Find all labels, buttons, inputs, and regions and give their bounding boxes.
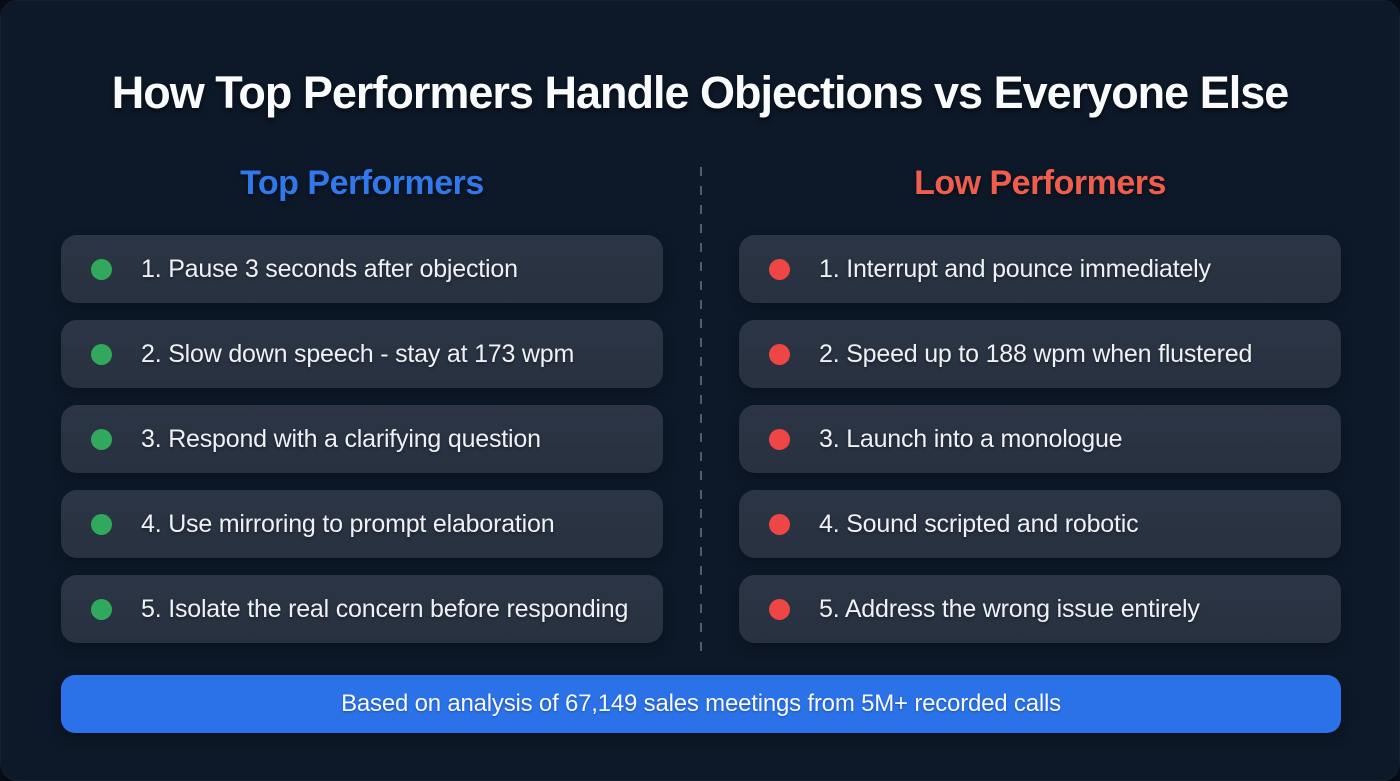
- red-dot-icon: [769, 428, 790, 450]
- top-performer-item-label: 4. Use mirroring to prompt elaboration: [141, 509, 555, 538]
- top-performer-item: 2. Slow down speech - stay at 173 wpm: [61, 320, 663, 388]
- top-performer-item: 3. Respond with a clarifying question: [61, 405, 663, 473]
- top-performers-header: Top Performers: [240, 164, 484, 202]
- low-performers-list: 1. Interrupt and pounce immediately 2. S…: [739, 235, 1341, 643]
- top-performer-item: 5. Isolate the real concern before respo…: [61, 575, 663, 643]
- low-performers-header: Low Performers: [914, 164, 1166, 202]
- red-dot-icon: [769, 513, 790, 535]
- low-performer-item-label: 3. Launch into a monologue: [819, 424, 1123, 453]
- green-dot-icon: [91, 258, 112, 280]
- source-banner-label: Based on analysis of 67,149 sales meetin…: [341, 690, 1061, 717]
- red-dot-icon: [769, 258, 790, 280]
- top-performer-item-label: 5. Isolate the real concern before respo…: [141, 594, 629, 623]
- top-performer-item-label: 1. Pause 3 seconds after objection: [141, 254, 518, 283]
- top-performer-item-label: 3. Respond with a clarifying question: [141, 424, 541, 453]
- green-dot-icon: [91, 343, 112, 365]
- red-dot-icon: [769, 598, 790, 620]
- low-performer-item: 5. Address the wrong issue entirely: [739, 575, 1341, 643]
- red-dot-icon: [769, 343, 790, 365]
- top-performer-item: 1. Pause 3 seconds after objection: [61, 235, 663, 303]
- low-performer-item-label: 1. Interrupt and pounce immediately: [819, 254, 1211, 283]
- low-performer-item-label: 4. Sound scripted and robotic: [819, 509, 1139, 538]
- top-performers-list: 1. Pause 3 seconds after objection 2. Sl…: [61, 235, 663, 643]
- low-performer-item: 2. Speed up to 188 wpm when flustered: [739, 320, 1341, 388]
- low-performer-item: 4. Sound scripted and robotic: [739, 490, 1341, 558]
- low-performer-item: 3. Launch into a monologue: [739, 405, 1341, 473]
- low-performer-item-label: 2. Speed up to 188 wpm when flustered: [819, 339, 1253, 368]
- dashed-column-divider: [700, 167, 702, 651]
- green-dot-icon: [91, 513, 112, 535]
- low-performer-item: 1. Interrupt and pounce immediately: [739, 235, 1341, 303]
- green-dot-icon: [91, 428, 112, 450]
- page-title: How Top Performers Handle Objections vs …: [111, 67, 1290, 118]
- top-performer-item: 4. Use mirroring to prompt elaboration: [61, 490, 663, 558]
- low-performer-item-label: 5. Address the wrong issue entirely: [819, 594, 1200, 623]
- source-banner: Based on analysis of 67,149 sales meetin…: [61, 675, 1341, 733]
- green-dot-icon: [91, 598, 112, 620]
- top-performer-item-label: 2. Slow down speech - stay at 173 wpm: [141, 339, 575, 368]
